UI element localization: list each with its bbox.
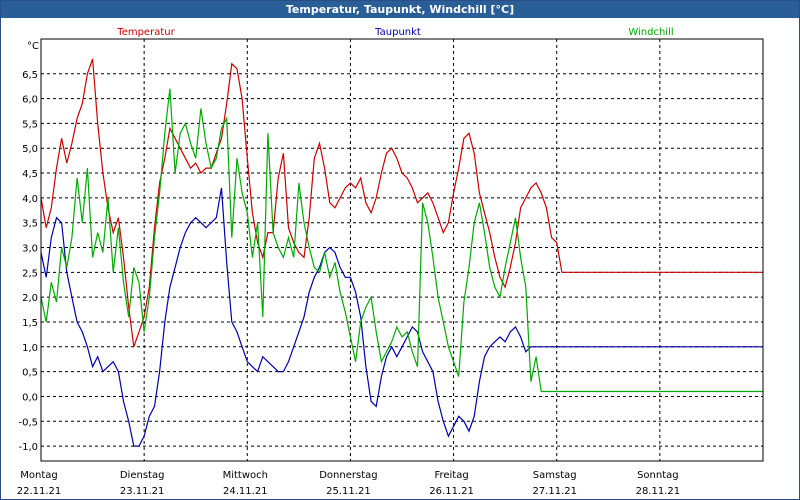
x-tick-date: 28.11.21 xyxy=(636,486,681,497)
y-tick-label: -0,5 xyxy=(18,417,38,428)
x-tick-date: 22.11.21 xyxy=(17,486,62,497)
x-axis: Montag 22.11.21 Dienstag 23.11.21 Mittwoch 24… xyxy=(17,470,680,497)
legend-temperatur: Temperatur xyxy=(116,27,175,38)
legend-windchill: Windchill xyxy=(628,27,673,38)
plot-area-border xyxy=(40,38,764,462)
y-tick-label: 6,5 xyxy=(22,70,38,81)
y-tick-label: 4,5 xyxy=(22,169,38,180)
x-tick-day: Sonntag xyxy=(637,470,679,481)
x-tick-date: 26.11.21 xyxy=(429,486,474,497)
x-tick-day: Dienstag xyxy=(120,470,165,481)
series-lines xyxy=(40,58,763,447)
y-tick-label: 0,5 xyxy=(22,368,38,379)
series-line-taupunkt xyxy=(40,187,763,447)
series-line-windchill xyxy=(40,88,763,393)
x-tick-date: 27.11.21 xyxy=(532,486,577,497)
y-tick-label: 1,0 xyxy=(22,343,38,354)
x-tick-day: Freitag xyxy=(434,470,468,481)
y-tick-label: 1,5 xyxy=(22,318,38,329)
y-tick-label: 2,0 xyxy=(22,293,38,304)
x-tick-date: 23.11.21 xyxy=(120,486,165,497)
x-tick-day: Samstag xyxy=(533,470,577,481)
x-tick-date: 24.11.21 xyxy=(223,486,268,497)
y-axis: °C -1,0 -0,5 0,0 0,5 1,0 1,5 2,0 2,5 3,0 3,5 4,0 4,5… xyxy=(18,41,39,453)
grid-lines xyxy=(40,39,763,461)
y-tick-label: 2,5 xyxy=(22,268,38,279)
y-tick-label: 3,0 xyxy=(22,244,38,255)
legend: Temperatur Taupunkt Windchill xyxy=(116,27,673,38)
x-tick-day: Montag xyxy=(20,470,57,481)
y-tick-label: 5,0 xyxy=(22,144,38,155)
y-tick-label: 5,5 xyxy=(22,119,38,130)
x-tick-day: Mittwoch xyxy=(223,470,268,481)
legend-taupunkt: Taupunkt xyxy=(374,27,421,38)
x-tick-date: 25.11.21 xyxy=(326,486,371,497)
y-axis-unit: °C xyxy=(27,41,39,52)
window-title: Temperatur, Taupunkt, Windchill [°C] xyxy=(1,1,799,18)
y-tick-label: 0,0 xyxy=(22,392,38,403)
y-tick-label: 3,5 xyxy=(22,219,38,230)
series-line-temperatur xyxy=(40,58,763,347)
y-tick-label: 4,0 xyxy=(22,194,38,205)
x-tick-day: Donnerstag xyxy=(319,470,377,481)
y-tick-label: 6,0 xyxy=(22,95,38,106)
y-tick-label: -1,0 xyxy=(18,442,38,453)
